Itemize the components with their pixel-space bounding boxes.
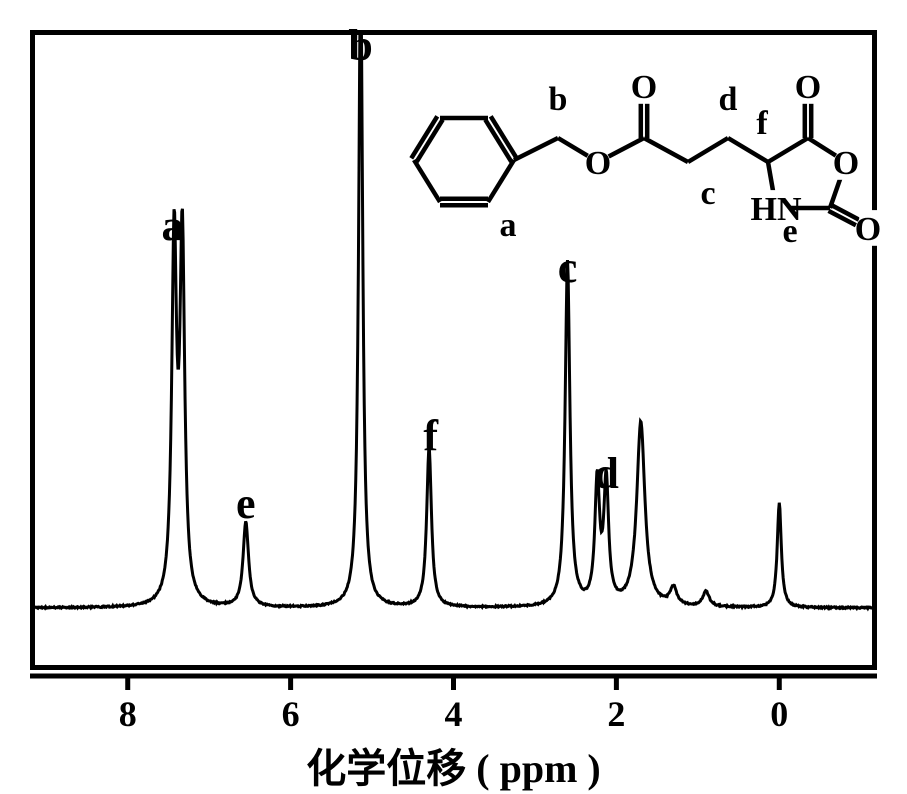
xtick-label: 8 — [119, 694, 137, 734]
x-axis-label: 化学位移 ( ppm ) — [0, 736, 907, 794]
xtick-label: 6 — [282, 694, 300, 734]
svg-text:O: O — [833, 145, 859, 182]
peak-label-f: f — [411, 410, 451, 461]
peak-label-d: d — [587, 448, 627, 499]
svg-text:O: O — [585, 145, 611, 182]
peak-label-a: a — [153, 200, 193, 251]
mol-label-e: e — [782, 213, 797, 250]
xtick-label: 0 — [770, 694, 788, 734]
mol-label-b: b — [549, 81, 568, 118]
svg-text:O: O — [631, 69, 657, 106]
mol-label-d: d — [719, 81, 738, 118]
xtick-label: 4 — [445, 694, 463, 734]
svg-text:O: O — [795, 69, 821, 106]
peak-label-b: b — [341, 20, 381, 71]
mol-label-c: c — [700, 175, 715, 212]
mol-label-f: f — [756, 105, 768, 142]
peak-label-e: e — [226, 478, 266, 529]
svg-text:O: O — [855, 211, 881, 248]
xtick-label: 2 — [607, 694, 625, 734]
mol-label-a: a — [500, 207, 517, 244]
molecule-structure: OOOOOHNbacdfe — [411, 68, 881, 250]
nmr-spectrum: 86420OOOOOHNbacdfe — [0, 0, 907, 783]
peak-label-c: c — [548, 242, 588, 293]
